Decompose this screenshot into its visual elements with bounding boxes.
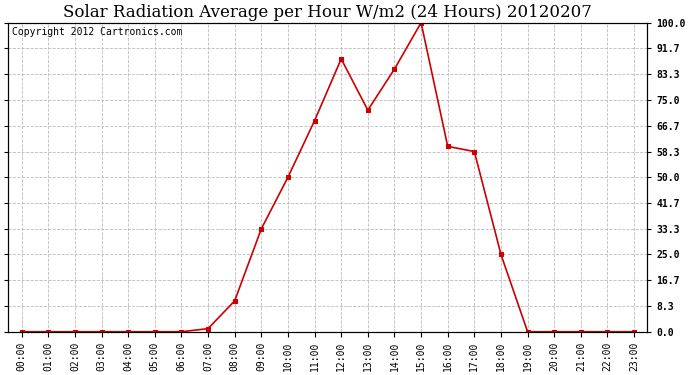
Text: Copyright 2012 Cartronics.com: Copyright 2012 Cartronics.com xyxy=(12,27,182,38)
Title: Solar Radiation Average per Hour W/m2 (24 Hours) 20120207: Solar Radiation Average per Hour W/m2 (2… xyxy=(63,4,592,21)
